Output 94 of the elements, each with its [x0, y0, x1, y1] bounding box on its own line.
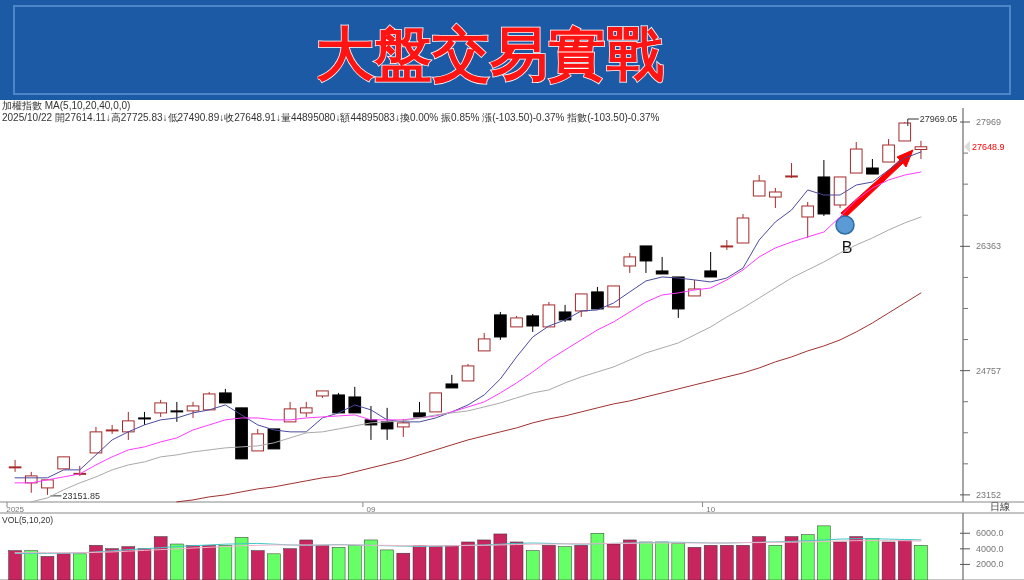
bar: [736, 545, 750, 580]
candlestick: [494, 311, 507, 341]
bar: [784, 536, 799, 580]
bar: [380, 549, 394, 580]
candlestick: [542, 301, 556, 328]
y-tick-label: 26363: [976, 241, 1002, 252]
candlestick: [591, 286, 604, 310]
candlestick: [170, 401, 184, 423]
bar: [89, 545, 103, 580]
bar: [509, 541, 524, 580]
bar: [153, 536, 168, 580]
chart-subtitle: 加權指數 MA(5,10,20,40,0,0): [2, 100, 131, 111]
candlestick: [105, 424, 119, 435]
candlestick: [89, 426, 103, 454]
candlestick: [752, 174, 766, 197]
candlestick: [429, 392, 442, 413]
bar: [558, 546, 572, 580]
annotation: 27969.05: [919, 114, 958, 125]
y-tick-label: 4000.0: [976, 543, 1004, 554]
bar: [493, 533, 508, 580]
bar: [137, 548, 152, 580]
annotation: B: [841, 239, 853, 256]
y-tick-label: 6000.0: [976, 528, 1004, 539]
candlestick: [348, 386, 362, 414]
bar: [914, 545, 928, 580]
line-series: [30, 216, 922, 503]
x-tick-label: 10: [706, 505, 716, 514]
bar: [800, 534, 815, 580]
bar: [186, 545, 200, 580]
bar: [283, 548, 297, 580]
bar: [445, 545, 459, 580]
bar: [105, 548, 119, 580]
bar: [817, 525, 831, 580]
annotation: 2025/10/22 開27614.11↓高27725.83↓低27490.89↓收27648.91↓量44895080↓額44895083↓換0.00% 振0.85% 漲(-103.50)-0.37% 指數(-103.50)-0.37%: [2, 112, 660, 123]
candlestick: [849, 141, 863, 174]
bar: [396, 552, 411, 580]
bar: [8, 550, 22, 580]
candlestick: [574, 293, 588, 318]
x-tick-label: 09: [366, 505, 376, 514]
bar: [202, 545, 216, 580]
bar: [348, 545, 362, 580]
bar: [752, 536, 766, 580]
chart-title: 大盤交易實戰: [316, 21, 664, 86]
candlestick: [186, 401, 200, 419]
line-series: [176, 292, 922, 503]
bar: [655, 541, 669, 580]
bar: [234, 536, 249, 580]
bar: [73, 553, 87, 580]
y-tick-label: 24757: [976, 365, 1002, 376]
bar: [428, 546, 443, 580]
annotation: 23151.85: [62, 490, 100, 501]
bar: [542, 545, 556, 580]
candlestick: [639, 245, 653, 274]
candlestick: [898, 121, 912, 142]
bar: [671, 543, 686, 580]
candlestick: [623, 252, 637, 274]
bar: [639, 541, 653, 580]
candlestick: [801, 201, 815, 239]
candlestick: [380, 407, 394, 441]
bar: [526, 550, 540, 580]
bar: [849, 536, 863, 580]
bar: [833, 541, 847, 580]
bar: [218, 545, 233, 580]
chart-title: VOL(5,10,20): [2, 515, 54, 525]
bar: [720, 545, 734, 580]
bar: [574, 545, 588, 580]
x-tick-label: 2025: [6, 505, 25, 514]
bar: [121, 546, 136, 580]
bar: [364, 539, 378, 580]
text: 27648.9: [972, 141, 1005, 152]
bar: [703, 545, 718, 580]
candlestick: [8, 459, 22, 473]
candlestick: [914, 140, 928, 160]
candlestick: [122, 411, 135, 441]
text: 日線: [990, 501, 1010, 512]
bar: [299, 539, 313, 580]
bar: [623, 539, 637, 580]
bar: [170, 543, 184, 580]
candlestick: [769, 187, 782, 209]
bar: [24, 550, 38, 580]
y-tick-label: 23152: [976, 489, 1002, 500]
candlestick: [655, 256, 669, 275]
y-tick-label: 27969: [976, 117, 1002, 128]
bar: [768, 545, 783, 580]
bar: [687, 547, 702, 580]
bar: [267, 553, 281, 580]
bar: [477, 539, 491, 580]
y-tick-label: 2000.0: [976, 559, 1004, 570]
candlestick: [882, 138, 895, 163]
bar: [898, 540, 912, 580]
bar: [461, 541, 475, 580]
bar: [412, 545, 427, 580]
candlestick: [704, 251, 717, 278]
bar: [251, 550, 265, 580]
